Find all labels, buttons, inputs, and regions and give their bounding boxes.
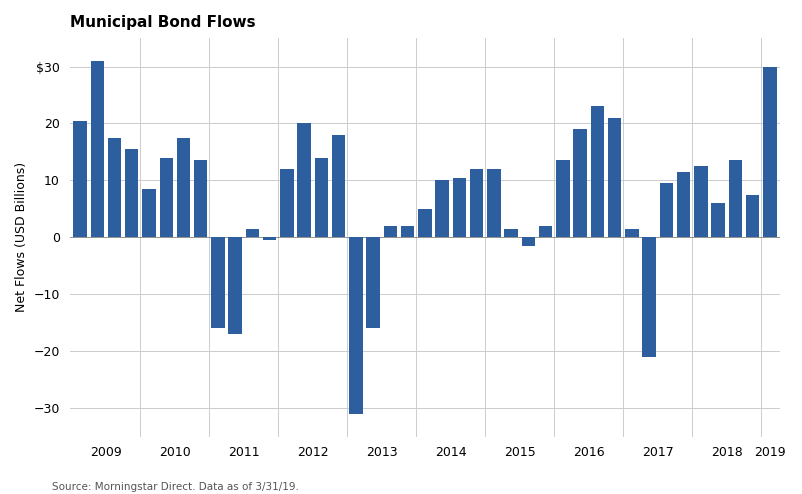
Bar	[660, 183, 673, 237]
Bar	[487, 169, 500, 237]
Bar	[176, 138, 190, 237]
Bar	[452, 177, 466, 237]
Bar	[677, 172, 691, 237]
Text: Municipal Bond Flows: Municipal Bond Flows	[70, 15, 255, 30]
Bar	[711, 203, 725, 237]
Bar	[280, 169, 294, 237]
Bar	[332, 135, 346, 237]
Bar	[142, 189, 156, 237]
Bar	[573, 129, 587, 237]
Bar	[229, 237, 242, 334]
Bar	[522, 237, 535, 246]
Bar	[470, 169, 484, 237]
Bar	[211, 237, 225, 329]
Bar	[746, 195, 759, 237]
Bar	[591, 106, 604, 237]
Y-axis label: Net Flows (USD Billions): Net Flows (USD Billions)	[15, 162, 28, 312]
Bar	[539, 226, 553, 237]
Bar	[418, 209, 431, 237]
Bar	[435, 180, 449, 237]
Bar	[73, 121, 87, 237]
Bar	[349, 237, 363, 414]
Bar	[557, 161, 569, 237]
Bar	[298, 124, 311, 237]
Bar	[91, 61, 104, 237]
Bar	[608, 118, 622, 237]
Bar	[194, 161, 208, 237]
Bar	[401, 226, 415, 237]
Bar	[695, 166, 707, 237]
Bar	[764, 67, 776, 237]
Bar	[642, 237, 656, 357]
Bar	[245, 229, 259, 237]
Bar	[314, 158, 328, 237]
Bar	[107, 138, 121, 237]
Bar	[367, 237, 380, 329]
Bar	[504, 229, 518, 237]
Bar	[263, 237, 277, 240]
Text: Source: Morningstar Direct. Data as of 3/31/19.: Source: Morningstar Direct. Data as of 3…	[52, 482, 299, 492]
Bar	[383, 226, 397, 237]
Bar	[125, 149, 139, 237]
Bar	[626, 229, 638, 237]
Bar	[729, 161, 742, 237]
Bar	[160, 158, 173, 237]
